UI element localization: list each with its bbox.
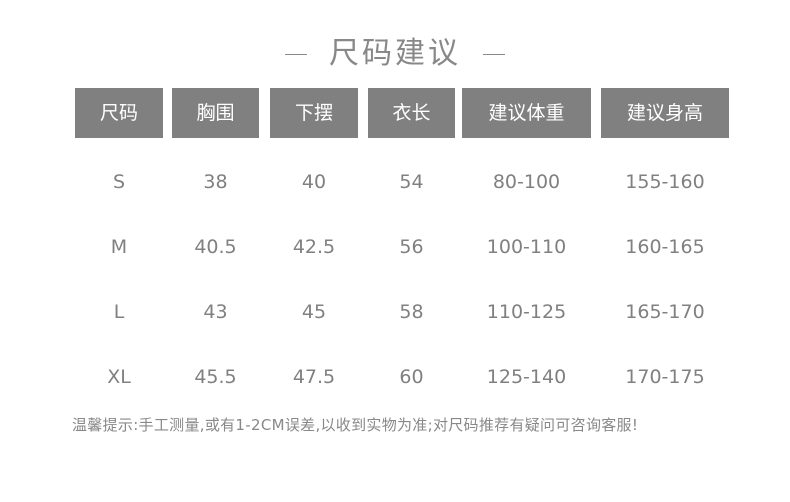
table-cell: M <box>110 236 128 258</box>
table-cell: 56 <box>399 236 424 258</box>
table-cell: 54 <box>399 171 424 193</box>
size-note: 温馨提示:手工测量,或有1-2CM误差,以收到实物为准;对尺码推荐有疑问可咨询客… <box>72 416 639 434</box>
table-cell: 165-170 <box>625 301 705 323</box>
header-cell: 下摆 <box>270 88 358 138</box>
table-cell: S <box>112 171 126 193</box>
table-cell: 125-140 <box>486 366 567 388</box>
table-cell: 80-100 <box>492 171 561 193</box>
title-dash-right <box>483 54 505 55</box>
page-title: 尺码建议 <box>0 28 790 72</box>
table-cell: 58 <box>399 301 424 323</box>
header-cell: 建议身高 <box>601 88 729 138</box>
table-cell: 45.5 <box>194 366 237 388</box>
title-text: 尺码建议 <box>329 36 461 71</box>
table-cell: 40.5 <box>194 236 237 258</box>
table-cell: 42.5 <box>292 236 336 258</box>
table-cell: 43 <box>203 301 228 323</box>
table-cell: 100-110 <box>486 236 567 258</box>
table-cell: 38 <box>203 171 228 193</box>
table-cell: 160-165 <box>625 236 705 258</box>
table-cell: 60 <box>399 366 424 388</box>
header-cell: 胸围 <box>172 88 259 138</box>
table-cell: 47.5 <box>292 366 336 388</box>
header-cell: 尺码 <box>75 88 163 138</box>
table-cell: 110-125 <box>486 301 567 323</box>
table-cell: L <box>113 301 125 323</box>
table-cell: 155-160 <box>625 171 705 193</box>
table-cell: 170-175 <box>625 366 705 388</box>
title-dash-left <box>285 54 307 55</box>
table-cell: 40 <box>301 171 327 193</box>
header-cell: 衣长 <box>368 88 455 138</box>
table-cell: XL <box>107 366 131 388</box>
table-cell: 45 <box>301 301 327 323</box>
header-cell: 建议体重 <box>462 88 591 138</box>
